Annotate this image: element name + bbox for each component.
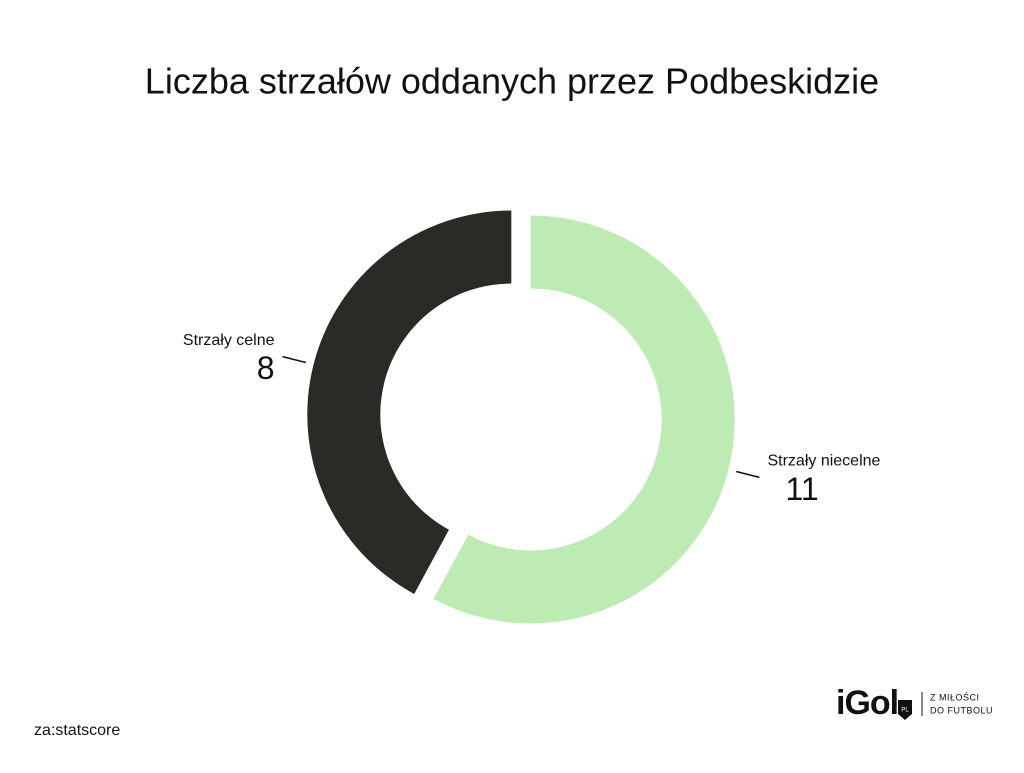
logo-badge: PL bbox=[901, 708, 909, 714]
slice-value: 11 bbox=[785, 471, 818, 507]
slice-label: Strzały niecelne bbox=[767, 453, 880, 470]
slice bbox=[307, 210, 512, 594]
logo-tagline: DO FUTBOLU bbox=[930, 705, 993, 715]
logo-badge-shape bbox=[898, 700, 912, 720]
chart-title: Liczba strzałów oddanych przez Podbeskid… bbox=[145, 61, 879, 102]
leader-line bbox=[736, 470, 760, 479]
slice bbox=[433, 215, 735, 624]
leader-line bbox=[282, 355, 306, 364]
logo-brand: iGol bbox=[836, 684, 898, 722]
source: za:statscore bbox=[34, 722, 120, 739]
logo: iGol PL Z MIŁOŚCI DO FUTBOLU bbox=[836, 684, 993, 722]
logo-tagline: Z MIŁOŚCI bbox=[930, 691, 980, 702]
slice-value: 8 bbox=[257, 350, 275, 386]
slice-label: Strzały celne bbox=[183, 332, 275, 349]
